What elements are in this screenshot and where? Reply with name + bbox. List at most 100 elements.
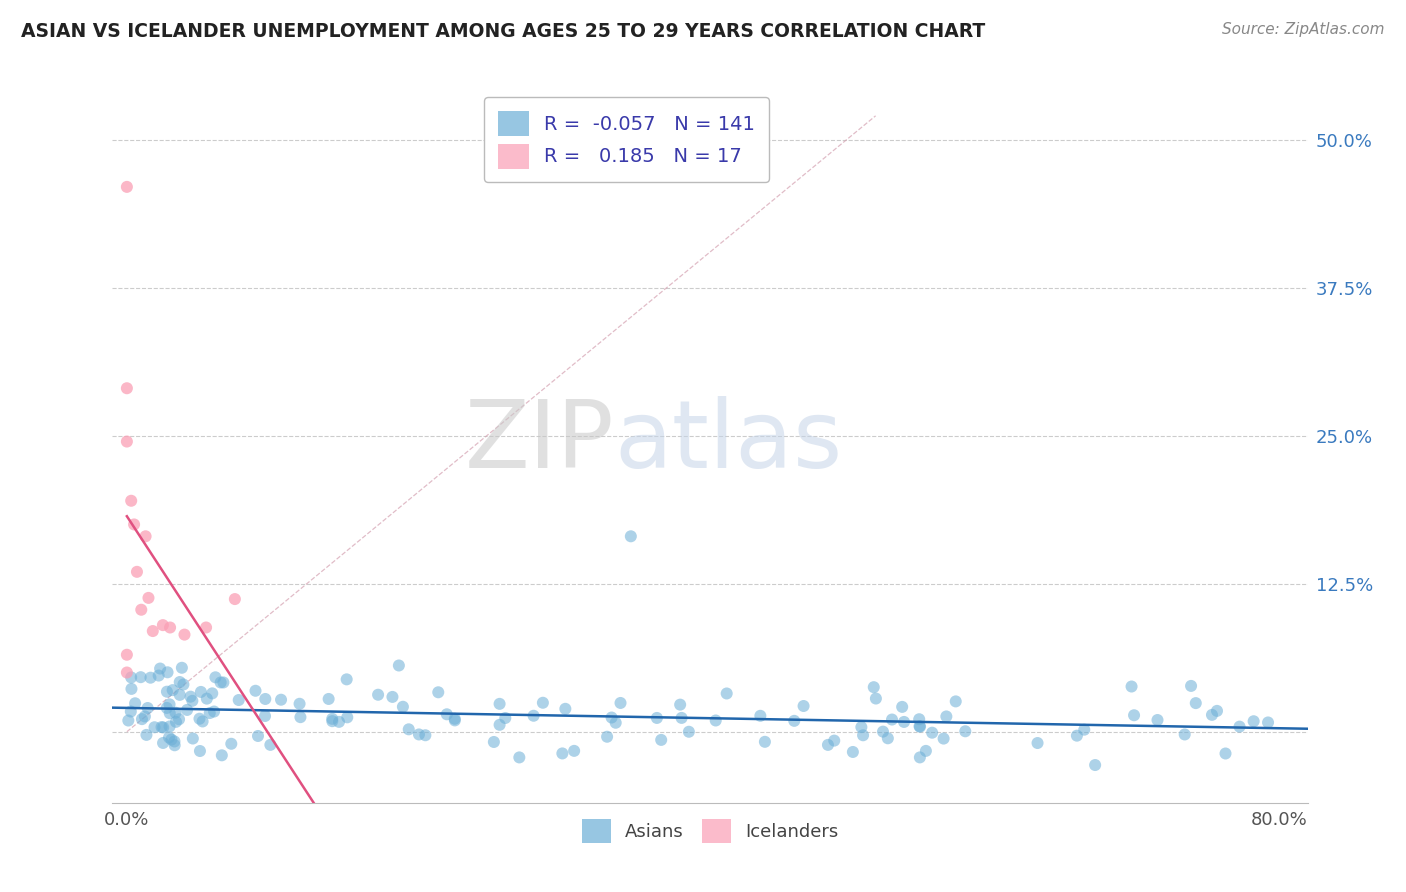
Point [823,733,845,747]
Point [181,694,204,708]
Point [120,670,142,684]
Point [124,696,146,710]
Point [852,728,875,742]
Point [163,738,186,752]
Point [336,673,359,687]
Point [117,714,139,728]
Point [1026,736,1049,750]
Point [157,731,180,745]
Point [188,744,211,758]
Point [156,701,179,715]
Point [195,620,218,634]
Point [336,710,359,724]
Point [188,712,211,726]
Point [115,434,138,449]
Point [290,710,312,724]
Point [122,517,145,532]
Point [134,709,156,723]
Point [328,714,350,729]
Point [138,591,160,605]
Point [704,714,727,728]
Point [1180,679,1202,693]
Point [436,707,458,722]
Point [955,724,977,739]
Point [891,699,914,714]
Point [167,712,190,726]
Point [716,686,738,700]
Point [150,720,173,734]
Point [554,702,576,716]
Point [488,697,510,711]
Point [783,714,806,728]
Point [131,712,153,726]
Point [211,748,233,763]
Point [149,661,172,675]
Point [531,696,554,710]
Point [932,731,955,746]
Point [135,728,157,742]
Point [392,699,415,714]
Point [245,683,267,698]
Point [935,709,957,723]
Text: ASIAN VS ICELANDER UNEMPLOYMENT AMONG AGES 25 TO 29 YEARS CORRELATION CHART: ASIAN VS ICELANDER UNEMPLOYMENT AMONG AG… [21,22,986,41]
Point [1121,680,1143,694]
Point [180,690,202,704]
Point [443,712,465,726]
Point [444,714,467,728]
Point [169,688,191,702]
Point [209,675,232,690]
Point [165,714,187,729]
Point [159,620,181,634]
Point [620,529,643,543]
Point [115,381,138,395]
Point [851,720,873,734]
Point [321,714,343,728]
Point [159,706,181,721]
Point [270,692,292,706]
Point [162,683,184,698]
Point [1215,747,1237,761]
Point [165,706,187,720]
Point [228,693,250,707]
Point [125,565,148,579]
Point [152,721,174,735]
Point [388,658,411,673]
Point [908,712,931,726]
Point [190,685,212,699]
Point [508,750,530,764]
Point [908,750,931,764]
Point [908,720,931,734]
Point [754,735,776,749]
Point [172,677,194,691]
Point [253,709,276,723]
Point [669,698,692,712]
Point [202,705,225,719]
Point [415,728,437,742]
Point [224,592,246,607]
Point [159,719,181,733]
Point [817,738,839,752]
Point [880,713,903,727]
Point [173,627,195,641]
Point [115,648,138,662]
Point [259,738,281,752]
Point [254,692,277,706]
Point [605,715,627,730]
Point [221,737,243,751]
Point [865,691,887,706]
Point [1073,723,1095,737]
Point [143,720,166,734]
Point [1174,727,1197,741]
Point [163,734,186,748]
Point [609,696,631,710]
Point [1123,708,1146,723]
Point [551,747,574,761]
Point [793,698,815,713]
Point [427,685,450,699]
Point [176,703,198,717]
Point [1184,696,1206,710]
Point [160,732,183,747]
Text: ZIP: ZIP [465,395,614,488]
Text: Source: ZipAtlas.com: Source: ZipAtlas.com [1222,22,1385,37]
Point [120,681,142,696]
